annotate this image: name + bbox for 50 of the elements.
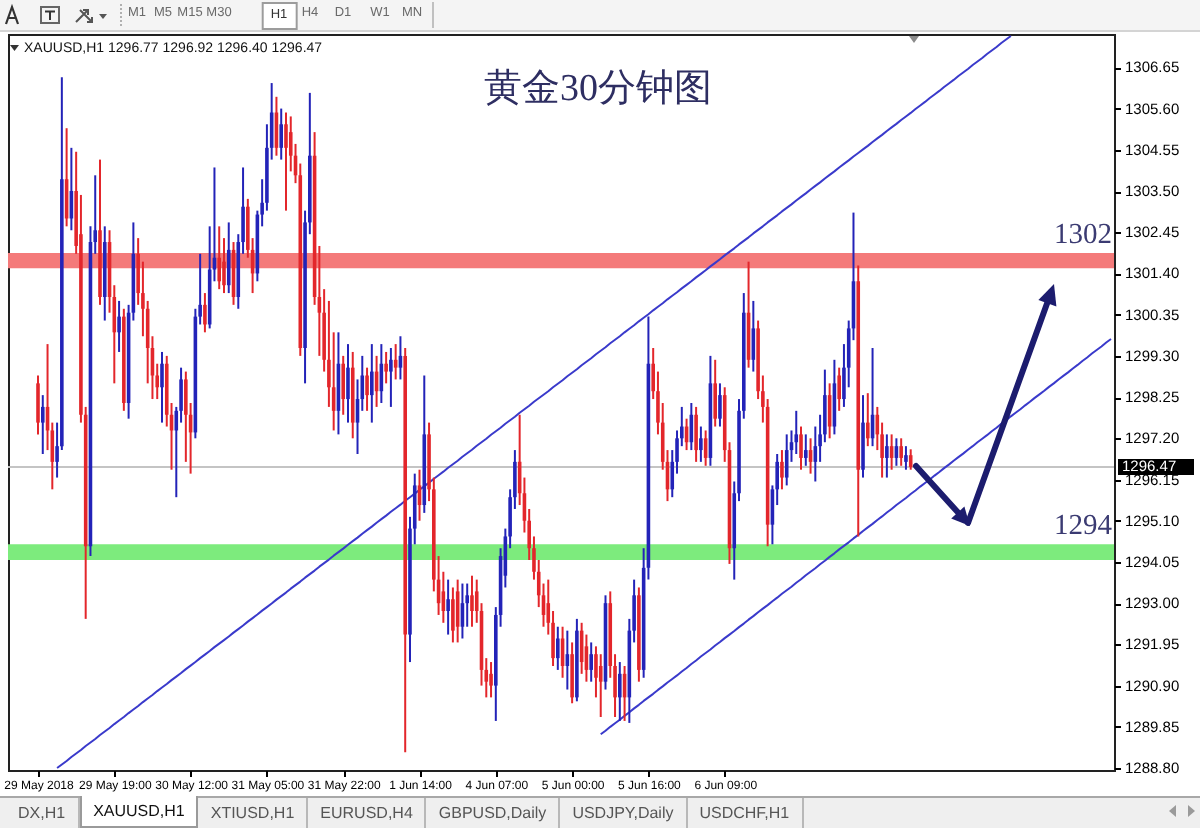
candlestick (803, 433, 808, 467)
candlestick (780, 449, 784, 491)
candlestick (470, 574, 474, 628)
candlestick (718, 382, 722, 428)
band-label: 1294 (1054, 510, 1114, 543)
text: 黄金30分钟图 (484, 68, 712, 110)
candlestick (784, 433, 789, 487)
candlestick (556, 625, 560, 671)
candlestick (618, 661, 622, 722)
text: USDCHF,H1 (687, 798, 804, 828)
candlestick (799, 425, 803, 471)
candlestick (384, 350, 388, 385)
candlestick (899, 437, 903, 467)
candlestick (36, 374, 40, 436)
candlestick (570, 641, 574, 705)
candlestick (117, 299, 121, 353)
candlestick (446, 578, 450, 636)
candlestick (837, 366, 841, 412)
candlestick (451, 586, 455, 644)
candlestick (217, 225, 222, 291)
candlestick (365, 366, 369, 412)
candlestick (341, 354, 346, 416)
candlestick (370, 343, 374, 424)
candlestick (904, 445, 908, 471)
candlestick (794, 409, 799, 456)
candlestick (694, 405, 698, 463)
candlestick (203, 292, 207, 334)
text: GBPUSD,Daily (426, 798, 561, 828)
text: EURUSD,H4 (308, 798, 427, 828)
candlestick (865, 392, 870, 448)
candlestick (885, 433, 889, 479)
candlestick (861, 394, 865, 479)
candlestick (226, 221, 231, 295)
candlestick (284, 111, 288, 212)
line-series (599, 338, 1112, 736)
candlestick (389, 347, 393, 408)
candlestick (589, 641, 593, 683)
candlestick (598, 653, 603, 719)
text: USDJPY,Daily (560, 798, 688, 828)
candlestick (489, 661, 493, 699)
candlestick (713, 358, 717, 428)
candlestick (346, 343, 350, 424)
text: XTIUSD,H1 (198, 798, 309, 828)
text: DX,H1 (6, 798, 80, 828)
candlestick (160, 350, 164, 424)
candlestick (699, 425, 703, 463)
candlestick (908, 448, 913, 471)
candlestick (40, 394, 45, 456)
band-label: 1302 (1054, 219, 1112, 252)
candlestick (279, 107, 284, 161)
